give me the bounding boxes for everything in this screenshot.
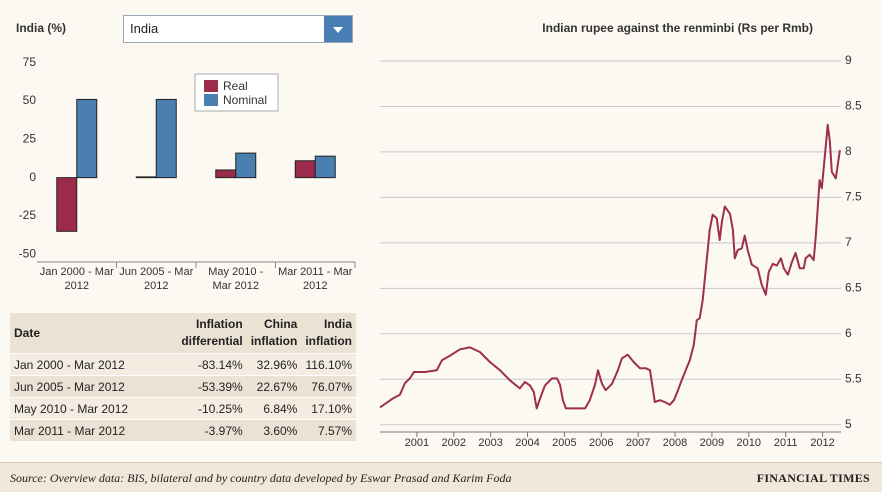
data-table: Date Inflation differential China inflatio… — [10, 313, 356, 441]
y-tick-label: -50 — [19, 247, 37, 261]
y-tick-label: 8.5 — [845, 99, 862, 113]
x-tick-label: 2007 — [626, 437, 650, 449]
table-cell: -83.14% — [156, 353, 247, 376]
x-tick-label: 2002 — [442, 437, 466, 449]
column-header: Date — [10, 313, 157, 354]
y-tick-label: 8 — [845, 144, 852, 158]
y-tick-label: 5.5 — [845, 371, 862, 385]
y-tick-label: 9 — [845, 53, 852, 67]
x-tick-label: 2009 — [700, 437, 724, 449]
x-tick-label: Jan 2000 - Mar 2012 — [39, 266, 114, 292]
y-tick-label: -25 — [19, 208, 37, 222]
bar — [294, 160, 316, 179]
y-tick-label: 6 — [845, 326, 852, 340]
brand: FINANCIAL TIMES — [756, 471, 870, 485]
y-tick-label: 7.5 — [845, 190, 862, 204]
table-cell: Jan 2000 - Mar 2012 — [10, 353, 157, 376]
table-cell: May 2010 - Mar 2012 — [10, 397, 157, 420]
dropdown-button[interactable] — [324, 16, 352, 42]
bar — [235, 152, 257, 179]
x-tick-label: 2004 — [515, 437, 539, 449]
table-cell: Mar 2011 - Mar 2012 — [10, 419, 157, 441]
x-tick-label: 2010 — [737, 437, 761, 449]
header-row: Date Inflation differential China inflatio… — [10, 313, 356, 354]
table-cell: 6.84% — [246, 397, 302, 420]
legend-label: Real — [223, 79, 248, 93]
y-tick-label: 0 — [29, 170, 36, 184]
x-tick-label: Jun 2005 - Mar 2012 — [119, 266, 194, 292]
x-tick-label: May 2010 - Mar 2012 — [208, 266, 264, 292]
x-tick-label: 2003 — [478, 437, 502, 449]
y-tick-label: 6.5 — [845, 281, 862, 295]
table-cell: Jun 2005 - Mar 2012 — [10, 375, 157, 398]
table-cell: -10.25% — [156, 397, 247, 420]
table-cell: 116.10% — [301, 353, 356, 376]
y-tick-label: 75 — [23, 55, 37, 69]
table-cell: -53.39% — [156, 375, 247, 398]
table-cell: -3.97% — [156, 419, 247, 441]
table-cell: 32.96% — [246, 353, 302, 376]
y-tick-label: 25 — [23, 131, 37, 145]
y-tick-label: 50 — [23, 93, 37, 107]
source-note: Source: Overview data: BIS, bilateral an… — [10, 471, 512, 485]
bar — [135, 176, 157, 179]
x-tick-label: Mar 2011 - Mar 2012 — [278, 266, 353, 292]
y-tick-label: 5 — [845, 417, 852, 431]
column-header: China inflation — [246, 313, 302, 354]
table-cell: 76.07% — [301, 375, 356, 398]
table-row: May 2010 - Mar 2012 -10.25% 6.84% 17.10% — [10, 397, 356, 420]
x-tick-label: 2012 — [810, 437, 834, 449]
legend-swatch — [204, 80, 218, 92]
bar — [155, 98, 177, 179]
chart-title: Indian rupee against the renminbi (Rs pe… — [542, 21, 813, 35]
x-tick-label: 2001 — [405, 437, 429, 449]
y-tick-label: 7 — [845, 235, 852, 249]
bar — [314, 155, 336, 179]
bar — [56, 177, 78, 232]
table-row: Jan 2000 - Mar 2012 -83.14% 32.96% 116.10% — [10, 353, 356, 376]
chart-title: India (%) — [16, 21, 66, 35]
x-tick-label: 2006 — [589, 437, 613, 449]
legend-label: Nominal — [223, 93, 267, 107]
bar — [76, 98, 98, 179]
table-cell: 7.57% — [301, 419, 356, 441]
x-tick-label: 2011 — [774, 437, 798, 449]
dropdown-value: India — [130, 21, 159, 36]
column-header: Inflation differential — [156, 313, 247, 354]
table-cell: 22.67% — [246, 375, 302, 398]
bar — [215, 169, 237, 179]
legend-swatch — [204, 94, 218, 106]
charts: India (%) Indian rupee against the renmi… — [16, 21, 862, 449]
line — [379, 123, 841, 410]
column-header: India inflation — [301, 313, 356, 354]
dropdown[interactable]: India — [123, 15, 353, 43]
footer: Source: Overview data: BIS, bilateral an… — [0, 462, 882, 492]
table-cell: 17.10% — [301, 397, 356, 420]
table-body: Jan 2000 - Mar 2012 -83.14% 32.96% 116.10% J… — [10, 353, 356, 441]
x-tick-label: 2005 — [552, 437, 576, 449]
table-cell: 3.60% — [246, 419, 302, 441]
x-tick-label: 2008 — [663, 437, 687, 449]
table-row: Jun 2005 - Mar 2012 -53.39% 22.67% 76.07% — [10, 375, 356, 398]
table-row: Mar 2011 - Mar 2012 -3.97% 3.60% 7.57% — [10, 419, 356, 441]
